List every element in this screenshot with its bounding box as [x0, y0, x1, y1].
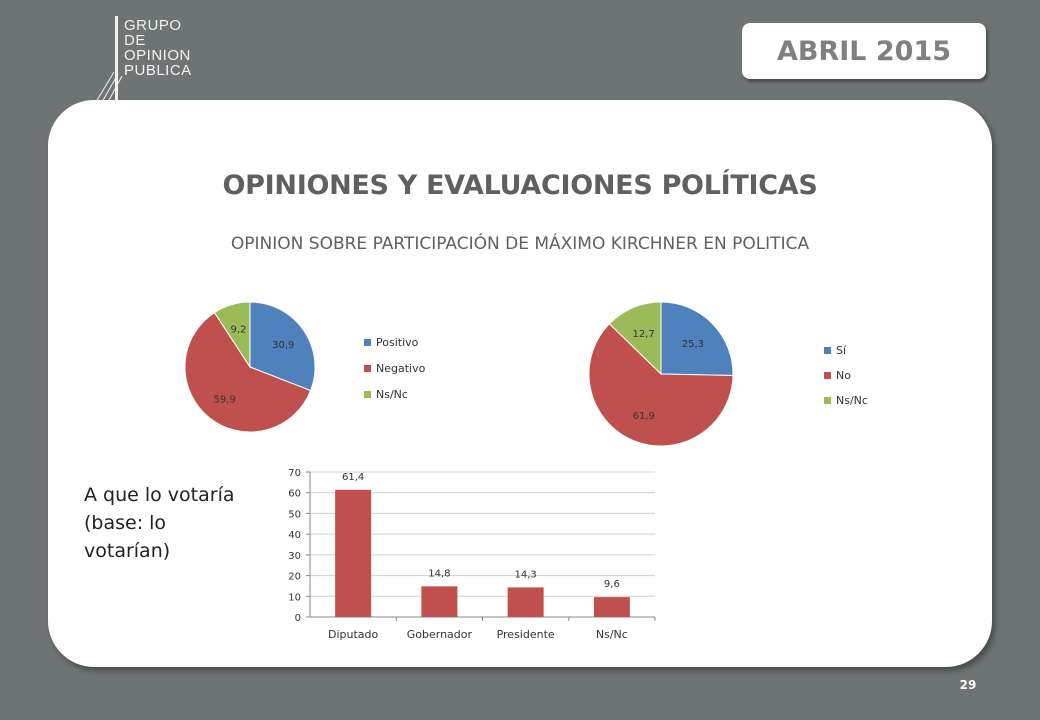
y-tick-label: 0	[295, 613, 301, 624]
logo-line: DE	[124, 32, 146, 49]
slice-data-label: 25,3	[682, 339, 704, 350]
bar-data-label: 14,3	[514, 569, 536, 580]
slice-data-label: 12,7	[632, 329, 654, 340]
legend-label: Negativo	[376, 362, 426, 375]
pie-slice	[608, 301, 662, 376]
y-tick-label: 70	[288, 468, 301, 479]
pie-slice	[213, 301, 251, 369]
legend-label: Sí	[836, 344, 847, 357]
logo-text: GRUPO DE OPINION PUBLICA	[124, 18, 192, 78]
y-tick-label: 30	[288, 551, 301, 562]
legend-label: No	[836, 369, 851, 382]
y-tick-label: 10	[288, 592, 301, 603]
legend-label: Positivo	[376, 336, 419, 349]
slice-data-label: 59,9	[213, 394, 235, 405]
legend-swatch	[364, 391, 371, 398]
bar-data-label: 14,8	[428, 568, 450, 579]
bar	[593, 597, 630, 617]
logo-line: PUBLICA	[124, 62, 192, 79]
page-number: 29	[959, 678, 977, 692]
slice-data-label: 30,9	[272, 340, 294, 351]
side-note: A que lo votaría (base: lo votarían)	[84, 484, 235, 562]
legend-swatch	[824, 372, 831, 379]
logo-line: GRUPO	[124, 17, 182, 34]
slice-data-label: 61,9	[633, 411, 655, 422]
x-tick-label: Ns/Nc	[596, 628, 628, 641]
logo-line: OPINION	[124, 47, 191, 64]
x-tick-label: Gobernador	[407, 628, 473, 641]
pie-slice	[184, 311, 312, 433]
page-title: OPINIONES Y EVALUACIONES POLÍTICAS	[222, 170, 818, 201]
slice-data-label: 9,2	[231, 324, 247, 335]
y-tick-label: 50	[288, 509, 301, 520]
y-tick-label: 40	[288, 530, 301, 541]
legend-swatch	[824, 397, 831, 404]
pie-slice	[588, 323, 734, 447]
bar	[507, 587, 544, 617]
pie-slice	[249, 301, 316, 392]
y-tick-label: 60	[288, 489, 301, 500]
y-tick-label: 20	[288, 572, 301, 583]
legend-label: Ns/Nc	[836, 394, 868, 407]
logo-mark	[95, 16, 123, 103]
bar-data-label: 61,4	[342, 472, 364, 483]
legend-label: Ns/Nc	[376, 388, 408, 401]
bar-data-label: 9,6	[604, 579, 620, 590]
bar	[421, 586, 458, 617]
x-tick-label: Diputado	[328, 628, 379, 641]
date-badge-label: ABRIL 2015	[776, 35, 952, 67]
x-tick-label: Presidente	[497, 628, 555, 641]
bar	[335, 489, 372, 617]
legend-swatch	[364, 339, 371, 346]
date-badge: ABRIL 2015	[742, 23, 986, 79]
legend-swatch	[824, 347, 831, 354]
pie-slice	[660, 301, 734, 376]
legend-swatch	[364, 365, 371, 372]
page-subtitle: OPINION SOBRE PARTICIPACIÓN DE MÁXIMO KI…	[230, 234, 810, 254]
